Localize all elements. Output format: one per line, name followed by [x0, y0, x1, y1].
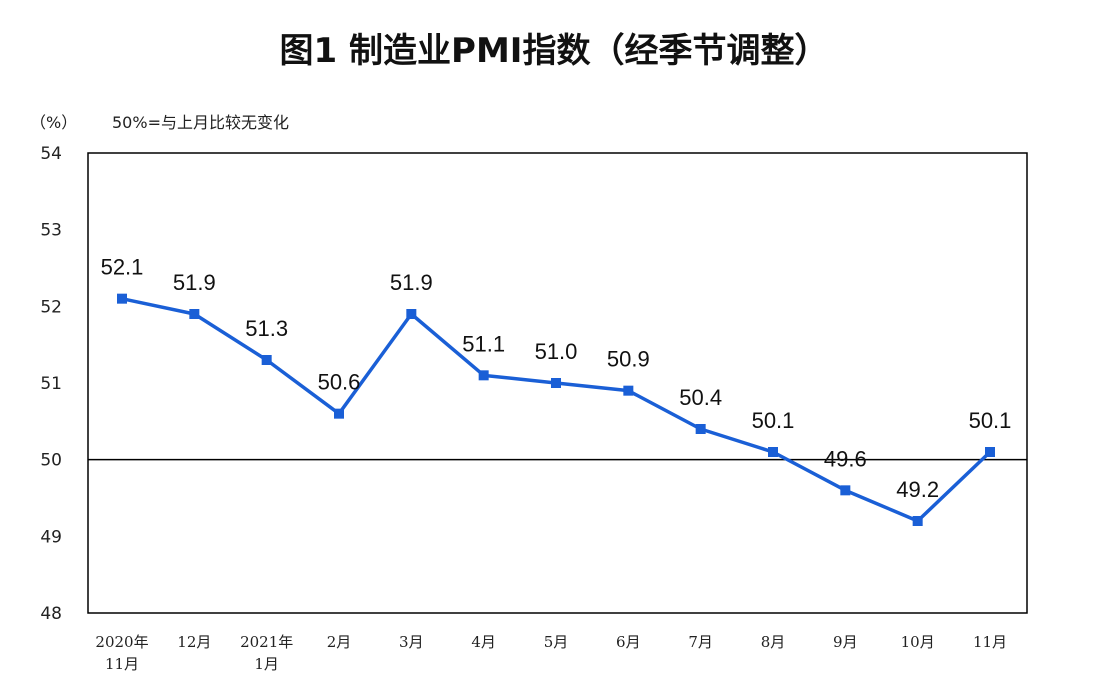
data-label: 50.6: [318, 370, 361, 395]
data-label: 50.1: [752, 408, 795, 433]
data-point: [261, 355, 272, 365]
data-label: 49.2: [896, 477, 939, 502]
data-label: 51.1: [462, 331, 505, 356]
data-label: 50.1: [969, 408, 1012, 433]
x-tick-label: 7月: [688, 633, 713, 651]
data-point: [117, 293, 127, 304]
data-label: 51.9: [390, 270, 433, 295]
x-tick-label: 2021年: [240, 633, 293, 651]
data-point: [840, 485, 851, 496]
data-point: [189, 309, 200, 319]
data-markers: [117, 293, 995, 526]
x-tick-label: 9月: [833, 633, 858, 651]
x-tick-label: 6月: [616, 633, 641, 651]
plot-frame: [87, 152, 1028, 614]
data-label: 50.9: [607, 347, 650, 372]
x-tick-label: 2020年: [95, 633, 148, 651]
x-tick-label: 2月: [327, 633, 352, 651]
unit-label: （%）: [30, 113, 77, 132]
chart-title: 图1 制造业PMI指数（经季节调整）: [280, 31, 829, 71]
data-label: 52.1: [101, 255, 144, 280]
reference-note: 50%=与上月比较无变化: [112, 113, 289, 132]
y-tick-label: 53: [40, 221, 62, 241]
x-tick-label: 11月: [973, 633, 1007, 651]
data-point: [334, 408, 344, 419]
x-tick-label: 10月: [901, 633, 935, 651]
x-tick-label: 12月: [177, 633, 211, 651]
data-label: 51.9: [173, 270, 216, 295]
data-point: [551, 378, 561, 388]
data-point: [985, 447, 995, 457]
data-labels: 52.1 51.9 51.3 50.6 51.9 51.1 51.0 50.9 50.4 50.1…: [101, 255, 1012, 502]
x-tick-label: 3月: [399, 633, 424, 651]
data-point: [406, 309, 417, 319]
x-tick-label: 4月: [471, 633, 496, 651]
y-tick-label: 48: [40, 604, 62, 624]
data-point: [768, 447, 778, 457]
data-point: [623, 385, 634, 396]
x-tick-label: 11月: [105, 655, 139, 673]
x-tick-label: 1月: [254, 655, 279, 673]
data-point: [478, 370, 489, 381]
y-tick-label: 49: [40, 527, 62, 547]
y-tick-label: 50: [40, 451, 62, 471]
x-axis-ticks: 2020年 11月 12月 2021年 1月 2月 3月 4月 5月 6月 7月 8月 9月 10月 11月: [95, 633, 1007, 673]
x-tick-label: 5月: [544, 633, 569, 651]
data-label: 50.4: [679, 385, 722, 410]
data-point: [695, 424, 706, 434]
y-tick-label: 52: [40, 297, 62, 317]
y-tick-label: 54: [40, 144, 62, 164]
data-label: 51.0: [535, 339, 578, 364]
y-axis-ticks: 48 49 50 51 52 53 54: [40, 144, 62, 624]
y-tick-label: 51: [40, 374, 62, 394]
data-label: 49.6: [824, 446, 867, 471]
x-tick-label: 8月: [761, 633, 786, 651]
data-point: [912, 516, 923, 526]
data-label: 51.3: [245, 316, 288, 341]
